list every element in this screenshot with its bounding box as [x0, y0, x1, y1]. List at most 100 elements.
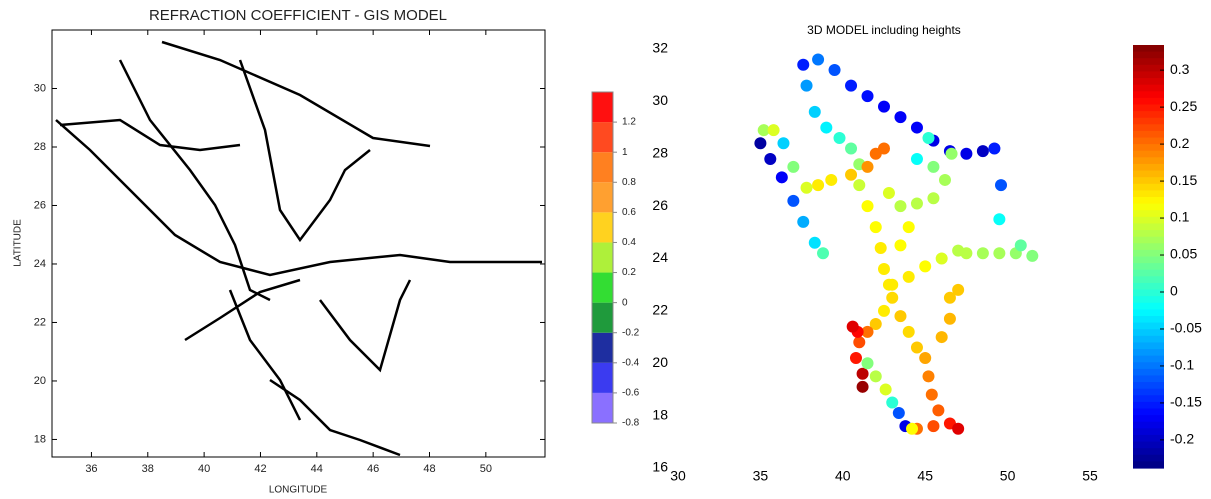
point — [911, 122, 923, 134]
point — [936, 253, 948, 265]
colorbar-band — [1133, 276, 1164, 283]
y-tick-label: 32 — [652, 40, 668, 56]
colorbar-band — [1133, 375, 1164, 382]
colorbar-band — [592, 363, 613, 393]
colorbar-band — [1133, 296, 1164, 303]
x-tick-label: 46 — [367, 463, 379, 475]
point — [919, 260, 931, 272]
point — [764, 153, 776, 165]
left-panel: REFRACTION COEFFICIENT - GIS MODEL LONGI… — [13, 7, 640, 496]
colorbar-band — [1133, 409, 1164, 416]
y-tick-label: 20 — [34, 375, 46, 387]
point — [777, 137, 789, 149]
colorbar-band — [1133, 65, 1164, 72]
point — [768, 124, 780, 136]
point — [883, 187, 895, 199]
point — [829, 64, 841, 76]
road — [185, 280, 300, 340]
colorbar-tick-label: 1 — [622, 147, 628, 158]
road — [230, 290, 300, 420]
colorbar-band — [1133, 395, 1164, 402]
point — [894, 239, 906, 251]
point — [862, 357, 874, 369]
y-tick-label: 22 — [34, 316, 46, 328]
point — [960, 148, 972, 160]
colorbar-band — [592, 393, 613, 423]
point — [977, 145, 989, 157]
colorbar-tick-label: 0.2 — [622, 267, 636, 278]
colorbar-band — [1133, 217, 1164, 224]
point — [797, 216, 809, 228]
point — [834, 132, 846, 144]
colorbar-band — [1133, 144, 1164, 151]
colorbar-band — [1133, 362, 1164, 369]
point — [845, 143, 857, 155]
colorbar-band — [1133, 118, 1164, 125]
point — [787, 195, 799, 207]
colorbar-band — [1133, 171, 1164, 178]
point — [853, 336, 865, 348]
x-tick-label: 44 — [311, 463, 323, 475]
colorbar-tick-label: 0.2 — [1170, 135, 1190, 151]
point — [911, 198, 923, 210]
colorbar-band — [592, 333, 613, 363]
point — [911, 342, 923, 354]
colorbar-band — [1133, 402, 1164, 409]
point — [878, 101, 890, 113]
point — [797, 59, 809, 71]
colorbar-band — [1133, 448, 1164, 455]
point — [936, 331, 948, 343]
point — [850, 352, 862, 364]
x-tick-label: 55 — [1082, 468, 1098, 484]
point — [870, 370, 882, 382]
colorbar-band — [1133, 78, 1164, 85]
road — [320, 280, 410, 370]
road — [240, 60, 370, 240]
road — [56, 120, 542, 275]
colorbar-band — [1133, 138, 1164, 145]
point — [922, 370, 934, 382]
y-tick-label: 24 — [34, 258, 46, 270]
colorbar-band — [1133, 177, 1164, 184]
point — [922, 132, 934, 144]
colorbar-tick-label: -0.4 — [622, 357, 640, 368]
colorbar-band — [1133, 237, 1164, 244]
colorbar-band — [592, 242, 613, 272]
point — [932, 404, 944, 416]
colorbar-band — [1133, 461, 1164, 468]
y-tick-label: 30 — [652, 92, 668, 108]
point — [977, 247, 989, 259]
colorbar-band — [1133, 204, 1164, 211]
point — [878, 263, 890, 275]
right-panel: 3D MODEL including heights 3035404550551… — [652, 23, 1202, 484]
y-axis-label: LATITUDE — [13, 219, 24, 267]
colorbar-band — [1133, 124, 1164, 131]
colorbar-band — [1133, 356, 1164, 363]
point — [995, 179, 1007, 191]
y-tick-label: 30 — [34, 82, 46, 94]
colorbar-band — [1133, 270, 1164, 277]
colorbar-band — [1133, 52, 1164, 59]
point — [903, 326, 915, 338]
point — [906, 423, 918, 435]
colorbar-band — [1133, 131, 1164, 138]
point — [893, 407, 905, 419]
point — [776, 171, 788, 183]
point — [886, 279, 898, 291]
point — [870, 221, 882, 233]
point — [875, 242, 887, 254]
colorbar-tick-label: -0.1 — [1170, 357, 1194, 373]
colorbar-band — [1133, 210, 1164, 217]
point — [857, 368, 869, 380]
colorbar-band — [1133, 71, 1164, 78]
colorbar-tick-label: -0.2 — [1170, 431, 1194, 447]
colorbar-band — [592, 92, 613, 122]
colorbar-band — [1133, 336, 1164, 343]
point — [894, 200, 906, 212]
colorbar-band — [1133, 283, 1164, 290]
x-tick-label: 40 — [198, 463, 210, 475]
point — [1015, 239, 1027, 251]
point — [1026, 250, 1038, 262]
colorbar-band — [1133, 111, 1164, 118]
colorbar-band — [592, 273, 613, 303]
